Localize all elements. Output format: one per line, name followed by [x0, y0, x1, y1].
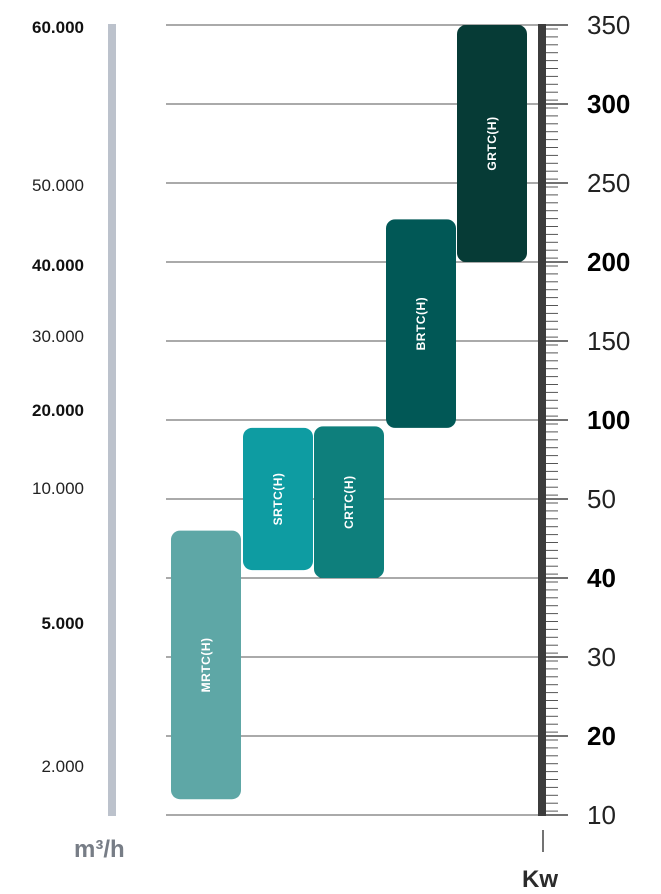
right-tick-label: 200: [587, 247, 630, 277]
bar-crtch: CRTC(H): [314, 426, 384, 578]
left-axis: 60.000 50.000 40.000 30.000 20.000 10.000 5.00…: [32, 18, 116, 816]
bar-rect: [314, 426, 384, 578]
right-scale-bar: [538, 24, 546, 816]
right-tick-label: 10: [587, 800, 616, 830]
right-tick-label: 150: [587, 326, 630, 356]
left-tick-label: 60.000: [32, 18, 84, 37]
bar-label: BRTC(H): [414, 297, 428, 351]
left-tick-label: 40.000: [32, 256, 84, 275]
left-tick-label: 10.000: [32, 479, 84, 498]
left-scale-bar: [108, 24, 116, 816]
left-tick-label: 20.000: [32, 401, 84, 420]
left-axis-unit: m³/h: [74, 836, 125, 863]
bar-label: MRTC(H): [199, 637, 213, 692]
right-axis-unit: Kw: [522, 866, 558, 893]
bar-grtch: GRTC(H): [457, 25, 527, 262]
left-tick-label: 50.000: [32, 176, 84, 195]
bar-srtch: SRTC(H): [243, 427, 313, 571]
right-tick-label: 50: [587, 484, 616, 514]
right-tick-label: 300: [587, 89, 630, 119]
bar-label: GRTC(H): [485, 116, 499, 170]
right-tick-label: 100: [587, 405, 630, 435]
right-axis: 350 300 250 200 150 100 50 40 30 20 10: [538, 10, 630, 852]
left-tick-label: 2.000: [41, 757, 84, 776]
bar-mrtch: MRTC(H): [171, 530, 241, 800]
left-tick-label: 30.000: [32, 327, 84, 346]
bar-rect: [243, 427, 313, 571]
bars: MRTC(H) SRTC(H) CRTC(H) BRTC(H) GRTC(H): [171, 25, 527, 800]
bar-label: CRTC(H): [342, 475, 356, 529]
right-tick-label: 40: [587, 563, 616, 593]
bar-rect: [457, 25, 527, 262]
left-tick-label: 5.000: [41, 614, 84, 633]
right-tick-label: 20: [587, 721, 616, 751]
gridlines: [166, 24, 540, 816]
right-tick-label: 30: [587, 642, 616, 672]
right-tick-label: 350: [587, 10, 630, 40]
bar-rect: [171, 530, 241, 800]
bar-label: SRTC(H): [271, 473, 285, 526]
bar-brtch: BRTC(H): [386, 219, 456, 428]
bar-rect: [386, 219, 456, 428]
right-tick-label: 250: [587, 168, 630, 198]
